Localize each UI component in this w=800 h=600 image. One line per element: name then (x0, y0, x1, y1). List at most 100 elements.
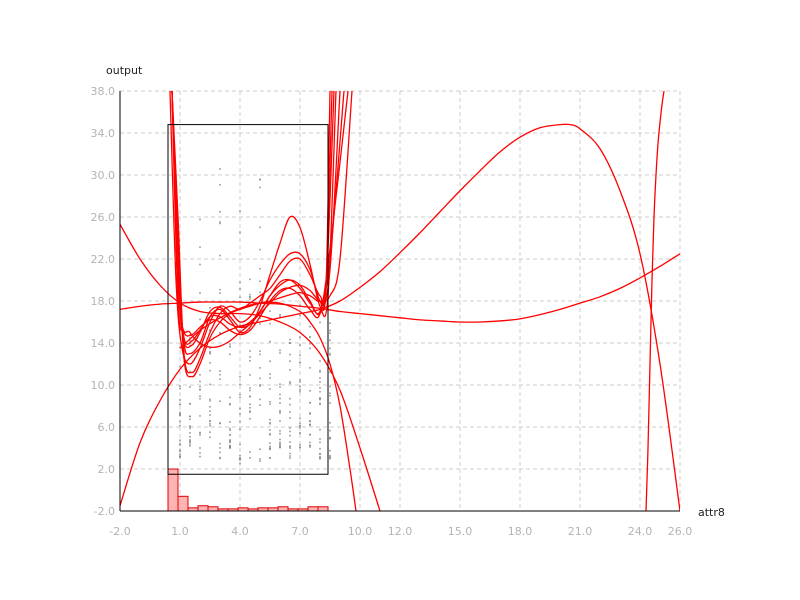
data-point-8-13 (259, 384, 261, 386)
data-point-3-6 (209, 419, 211, 422)
data-point-11-6 (289, 381, 291, 383)
data-point-15-12 (329, 402, 331, 404)
data-point-14-3 (319, 456, 321, 458)
data-point-4-9 (219, 221, 221, 224)
data-point-5-8 (229, 343, 231, 345)
data-point-1-9 (189, 432, 191, 434)
histogram-bar-4 (207, 506, 219, 512)
data-point-0-15 (179, 444, 181, 446)
data-point-14-21 (319, 452, 321, 455)
data-point-14-1 (319, 371, 321, 373)
data-point-9-20 (269, 429, 271, 431)
data-point-13-5 (309, 441, 311, 444)
x-tick-label-10: 26.0 (668, 525, 693, 538)
x-tick-labels: -2.0 1.0 4.0 7.0 10.0 12.0 15.0 18.0 21.0 24.0 26.… (109, 525, 692, 538)
data-point-12-1 (299, 422, 301, 425)
data-point-1-20 (189, 445, 191, 447)
data-point-6-14 (239, 428, 241, 431)
data-point-4-5 (219, 378, 221, 380)
data-point-9-11 (269, 377, 271, 379)
series-curve-5 (171, 91, 345, 345)
range-box-rect (167, 124, 329, 475)
data-point-8-10 (259, 280, 261, 283)
data-point-14-20 (319, 369, 321, 372)
data-point-1-17 (189, 370, 191, 373)
data-point-7-2 (249, 406, 251, 409)
data-point-10-21 (279, 352, 281, 354)
data-point-3-7 (209, 347, 211, 350)
data-point-3-0 (209, 398, 211, 401)
data-point-2-7 (199, 327, 201, 330)
data-point-9-19 (269, 447, 271, 450)
y-tick-label-9: 34.0 (91, 127, 116, 140)
data-point-4-1 (219, 183, 221, 186)
data-point-0-4 (179, 420, 181, 423)
data-point-2-8 (199, 447, 201, 449)
data-point-15-9 (329, 322, 331, 324)
data-point-5-19 (229, 441, 231, 444)
data-point-14-17 (319, 397, 321, 400)
y-tick-labels: -2.0 2.0 6.0 10.0 14.0 18.0 22.0 26.0 30.0 34.0 38… (91, 85, 116, 518)
data-point-15-5 (329, 347, 331, 350)
data-point-6-11 (239, 210, 241, 213)
data-point-8-8 (259, 317, 261, 319)
y-axis-label: output (106, 64, 143, 77)
data-point-9-16 (269, 388, 271, 390)
data-point-15-2 (329, 421, 331, 424)
data-point-0-20 (179, 449, 181, 451)
data-point-2-13 (199, 395, 201, 397)
data-point-13-6 (309, 420, 311, 423)
histogram-bar-3 (197, 505, 209, 512)
data-point-9-15 (269, 322, 271, 325)
data-point-14-19 (319, 457, 321, 460)
data-point-9-21 (269, 418, 271, 421)
data-point-14-18 (319, 403, 321, 406)
data-point-14-8 (319, 438, 321, 440)
data-point-4-15 (219, 422, 221, 425)
data-point-15-4 (329, 329, 331, 332)
series-curve-10 (120, 224, 381, 511)
data-point-15-18 (329, 392, 331, 395)
data-point-6-20 (239, 443, 241, 446)
data-point-15-8 (329, 354, 331, 356)
data-point-11-3 (289, 441, 291, 443)
data-point-15-10 (329, 352, 331, 355)
data-point-2-10 (199, 385, 201, 388)
data-point-4-21 (219, 222, 221, 225)
x-tick-label-7: 18.0 (508, 525, 533, 538)
data-point-10-7 (279, 393, 281, 396)
data-point-3-16 (209, 414, 211, 416)
data-point-0-14 (179, 412, 181, 415)
data-point-11-15 (289, 427, 291, 429)
data-point-1-0 (189, 342, 191, 345)
data-point-2-5 (199, 397, 201, 400)
data-point-3-11 (209, 329, 211, 331)
data-point-6-19 (239, 459, 241, 461)
data-point-3-3 (209, 423, 211, 425)
data-point-2-17 (199, 415, 201, 417)
data-point-2-6 (199, 292, 201, 294)
data-point-12-19 (299, 417, 301, 420)
series-curve-12 (645, 91, 665, 511)
data-point-4-6 (219, 451, 221, 454)
data-point-14-14 (319, 397, 321, 399)
data-point-10-10 (279, 445, 281, 448)
data-point-10-8 (279, 420, 281, 422)
data-point-11-9 (289, 397, 291, 400)
data-range-box (167, 124, 329, 475)
data-point-10-4 (279, 397, 281, 400)
data-point-3-18 (209, 425, 211, 427)
data-point-9-1 (269, 448, 271, 451)
y-tick-label-8: 30.0 (91, 169, 116, 182)
data-point-13-21 (309, 325, 311, 328)
data-point-3-15 (209, 436, 211, 438)
data-point-6-13 (239, 324, 241, 327)
data-point-9-8 (269, 456, 271, 459)
y-tick-label-4: 14.0 (91, 337, 116, 350)
data-point-0-17 (179, 450, 181, 453)
data-point-4-14 (219, 210, 221, 213)
data-point-2-1 (199, 246, 201, 249)
data-point-10-5 (279, 429, 281, 432)
data-point-13-13 (309, 444, 311, 447)
